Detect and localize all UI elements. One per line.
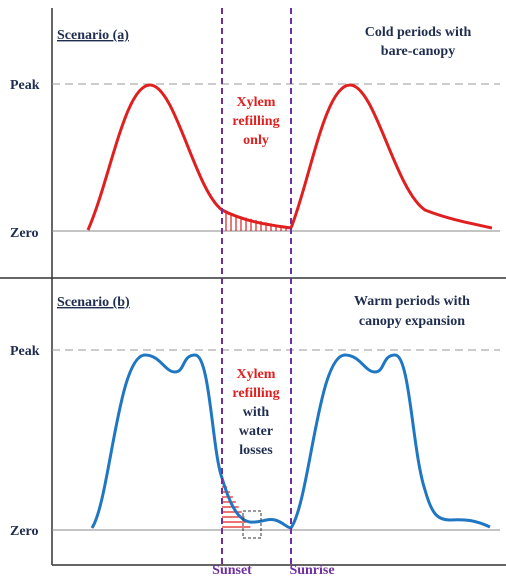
scenario-label: Scenario (a): [57, 28, 129, 43]
annotation: losses: [239, 443, 273, 458]
sunrise-label: Sunrise: [289, 563, 334, 578]
zero-label: Zero: [10, 226, 39, 241]
annotation: Xylem: [237, 95, 276, 110]
highlight-box: [242, 510, 262, 539]
condition: bare-canopy: [381, 44, 455, 59]
annotation: refilling: [232, 114, 279, 129]
annotation: refilling: [232, 386, 279, 401]
flow-curve: [289, 83, 493, 230]
annotation: only: [243, 133, 269, 148]
zero-label: Zero: [10, 524, 39, 539]
flow-curve: [289, 353, 491, 529]
condition: canopy expansion: [359, 314, 465, 329]
condition: Cold periods with: [365, 25, 472, 40]
scenario-label: Scenario (b): [57, 295, 130, 310]
flow-curve: [86, 83, 292, 231]
peak-label: Peak: [10, 78, 40, 93]
flow-curve: [90, 353, 292, 530]
peak-label: Peak: [10, 344, 40, 359]
annotation: water: [239, 424, 273, 439]
condition: Warm periods with: [354, 294, 470, 309]
annotation: with: [243, 405, 270, 420]
annotation: Xylem: [237, 367, 276, 382]
sunset-label: Sunset: [212, 563, 252, 578]
